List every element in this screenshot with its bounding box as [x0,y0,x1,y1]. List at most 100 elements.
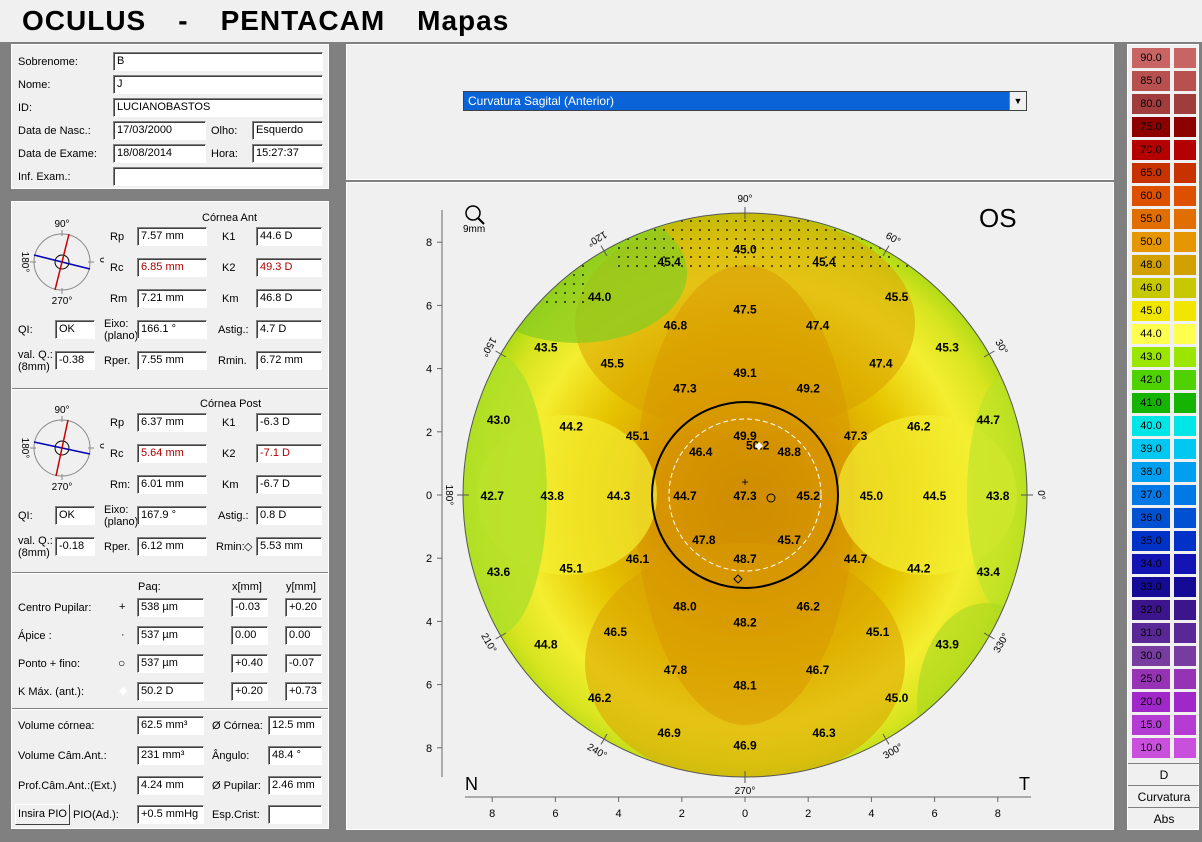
pachy-y-value: +0.20 [285,598,322,617]
sobrenome-field[interactable]: B [113,52,323,71]
scale-entry: 41.0 [1128,392,1198,415]
hora-field[interactable]: 15:27:37 [252,144,323,163]
olho-field[interactable]: Esquerdo [252,121,323,140]
scale-swatch [1174,462,1196,482]
scale-value: 55.0 [1132,209,1170,229]
ant-rper-label: Rper. [104,355,131,367]
scale-entry: 33.0 [1128,576,1198,599]
y-tick-label: 8 [426,743,432,755]
separator [12,388,328,390]
x-tick-label: 0 [742,808,748,820]
y-tick-label: 2 [426,427,432,439]
pio-value[interactable]: +0.5 mmHg [137,805,204,824]
map-value: 49.2 [797,382,821,396]
map-value: 43.8 [541,489,565,503]
pachy-paq-value: 537 µm [137,626,204,645]
scale-entry: 10.0 [1128,737,1198,760]
angle-label: 150° [478,335,498,358]
insira-pio-button[interactable]: Insira PIO [15,804,70,825]
angle-label: 30° [992,338,1009,357]
ant-astig-value: 4.7 D [256,320,322,339]
map-color-field [463,213,1027,777]
id-field[interactable]: LUCIANOBASTOS [113,98,323,117]
map-value: 47.4 [869,356,893,370]
diam-cornea-value: 12.5 mm [268,716,322,735]
map-value: 43.5 [534,340,558,354]
scale-entry: 85.0 [1128,70,1198,93]
scale-value: 38.0 [1132,462,1170,482]
dial-top-label: 90° [54,219,69,230]
scale-swatch [1174,531,1196,551]
scale-swatch [1174,623,1196,643]
angle-label: 330° [992,632,1012,655]
temporal-label: T [1019,774,1030,794]
scale-swatch [1174,715,1196,735]
exame-field[interactable]: 18/08/2014 [113,144,206,163]
map-value: 45.5 [601,356,625,370]
map-value: 43.0 [487,413,511,427]
post-rmin-value: 5.53 mm [256,537,322,556]
scale-value: 43.0 [1132,347,1170,367]
map-value: 45.4 [812,255,836,269]
scale-entry: 45.0 [1128,300,1198,323]
map-type-select[interactable]: Curvatura Sagital (Anterior) ▼ [463,91,1027,111]
ant-km-value: 46.8 D [256,289,322,308]
scale-value: 15.0 [1132,715,1170,735]
map-value: 44.7 [844,552,868,566]
esp-value[interactable] [268,805,322,824]
scale-entry: 20.0 [1128,691,1198,714]
y-tick-label: 2 [426,553,432,565]
angle-tick [600,245,608,257]
pachy-x-value: +0.40 [231,654,268,673]
post-astig-value: 0.8 D [256,506,322,525]
map-value: 45.7 [778,533,802,547]
title-oculus: OCULUS [22,5,147,36]
ant-valq-value: -0.38 [55,351,95,370]
map-value: 45.1 [866,625,890,639]
x-tick-label: 2 [805,808,811,820]
pachy-col-x: x[mm] [232,581,262,593]
kmax-diamond-icon [755,442,763,450]
x-tick-label: 6 [932,808,938,820]
zoom-icon[interactable] [465,205,485,225]
scale-swatch [1174,439,1196,459]
ant-k2-label: K2 [222,262,236,274]
ant-qi-label: QI: [18,324,33,336]
map-value: 45.2 [797,489,821,503]
angulo-label: Ângulo: [212,750,250,762]
nome-field[interactable]: J [113,75,323,94]
y-tick-label: 6 [426,680,432,692]
ant-rm-value: 7.21 mm [137,289,207,308]
map-value: 44.2 [560,419,584,433]
ant-km-label: Km [222,293,239,305]
x-tick-label: 8 [995,808,1001,820]
map-value: 43.9 [936,638,960,652]
map-value: 46.2 [907,419,931,433]
scale-swatch [1174,669,1196,689]
nasc-field[interactable]: 17/03/2000 [113,121,206,140]
zone-3mm-circle [668,418,822,572]
title-dash: - [178,5,189,36]
scale-entry: 32.0 [1128,599,1198,622]
patient-panel: Sobrenome: B Nome: J ID: LUCIANOBASTOS D… [11,44,329,189]
scale-type-button[interactable]: Curvatura [1128,785,1200,807]
map-value: 45.5 [885,290,909,304]
scale-value: 45.0 [1132,301,1170,321]
inf-field[interactable] [113,167,323,186]
chevron-down-icon[interactable]: ▼ [1009,92,1026,110]
angle-label: 120° [585,228,608,248]
map-value: 46.5 [604,625,628,639]
scale-value: 65.0 [1132,163,1170,183]
zoom-label: 9mm [463,224,485,235]
scale-entry: 75.0 [1128,116,1198,139]
y-tick-label: 4 [426,364,432,376]
map-value: 49.9 [733,429,757,443]
post-qi-label: QI: [18,510,33,522]
scale-swatch [1174,163,1196,183]
pachy-y-value: 0.00 [285,626,322,645]
olho-label: Olho: [211,125,238,137]
scale-mode-button[interactable]: Abs [1128,807,1200,829]
scale-entry: 55.0 [1128,208,1198,231]
pupilar-label: Ø Pupilar: [212,780,261,792]
pachy-y-value: +0.73 [285,682,322,701]
